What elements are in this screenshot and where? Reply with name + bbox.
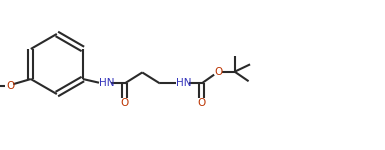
Text: HN: HN (176, 78, 191, 88)
Text: O: O (214, 67, 222, 77)
Text: O: O (121, 98, 129, 108)
Text: HN: HN (99, 78, 114, 88)
Text: O: O (198, 98, 206, 108)
Text: O: O (7, 81, 15, 91)
